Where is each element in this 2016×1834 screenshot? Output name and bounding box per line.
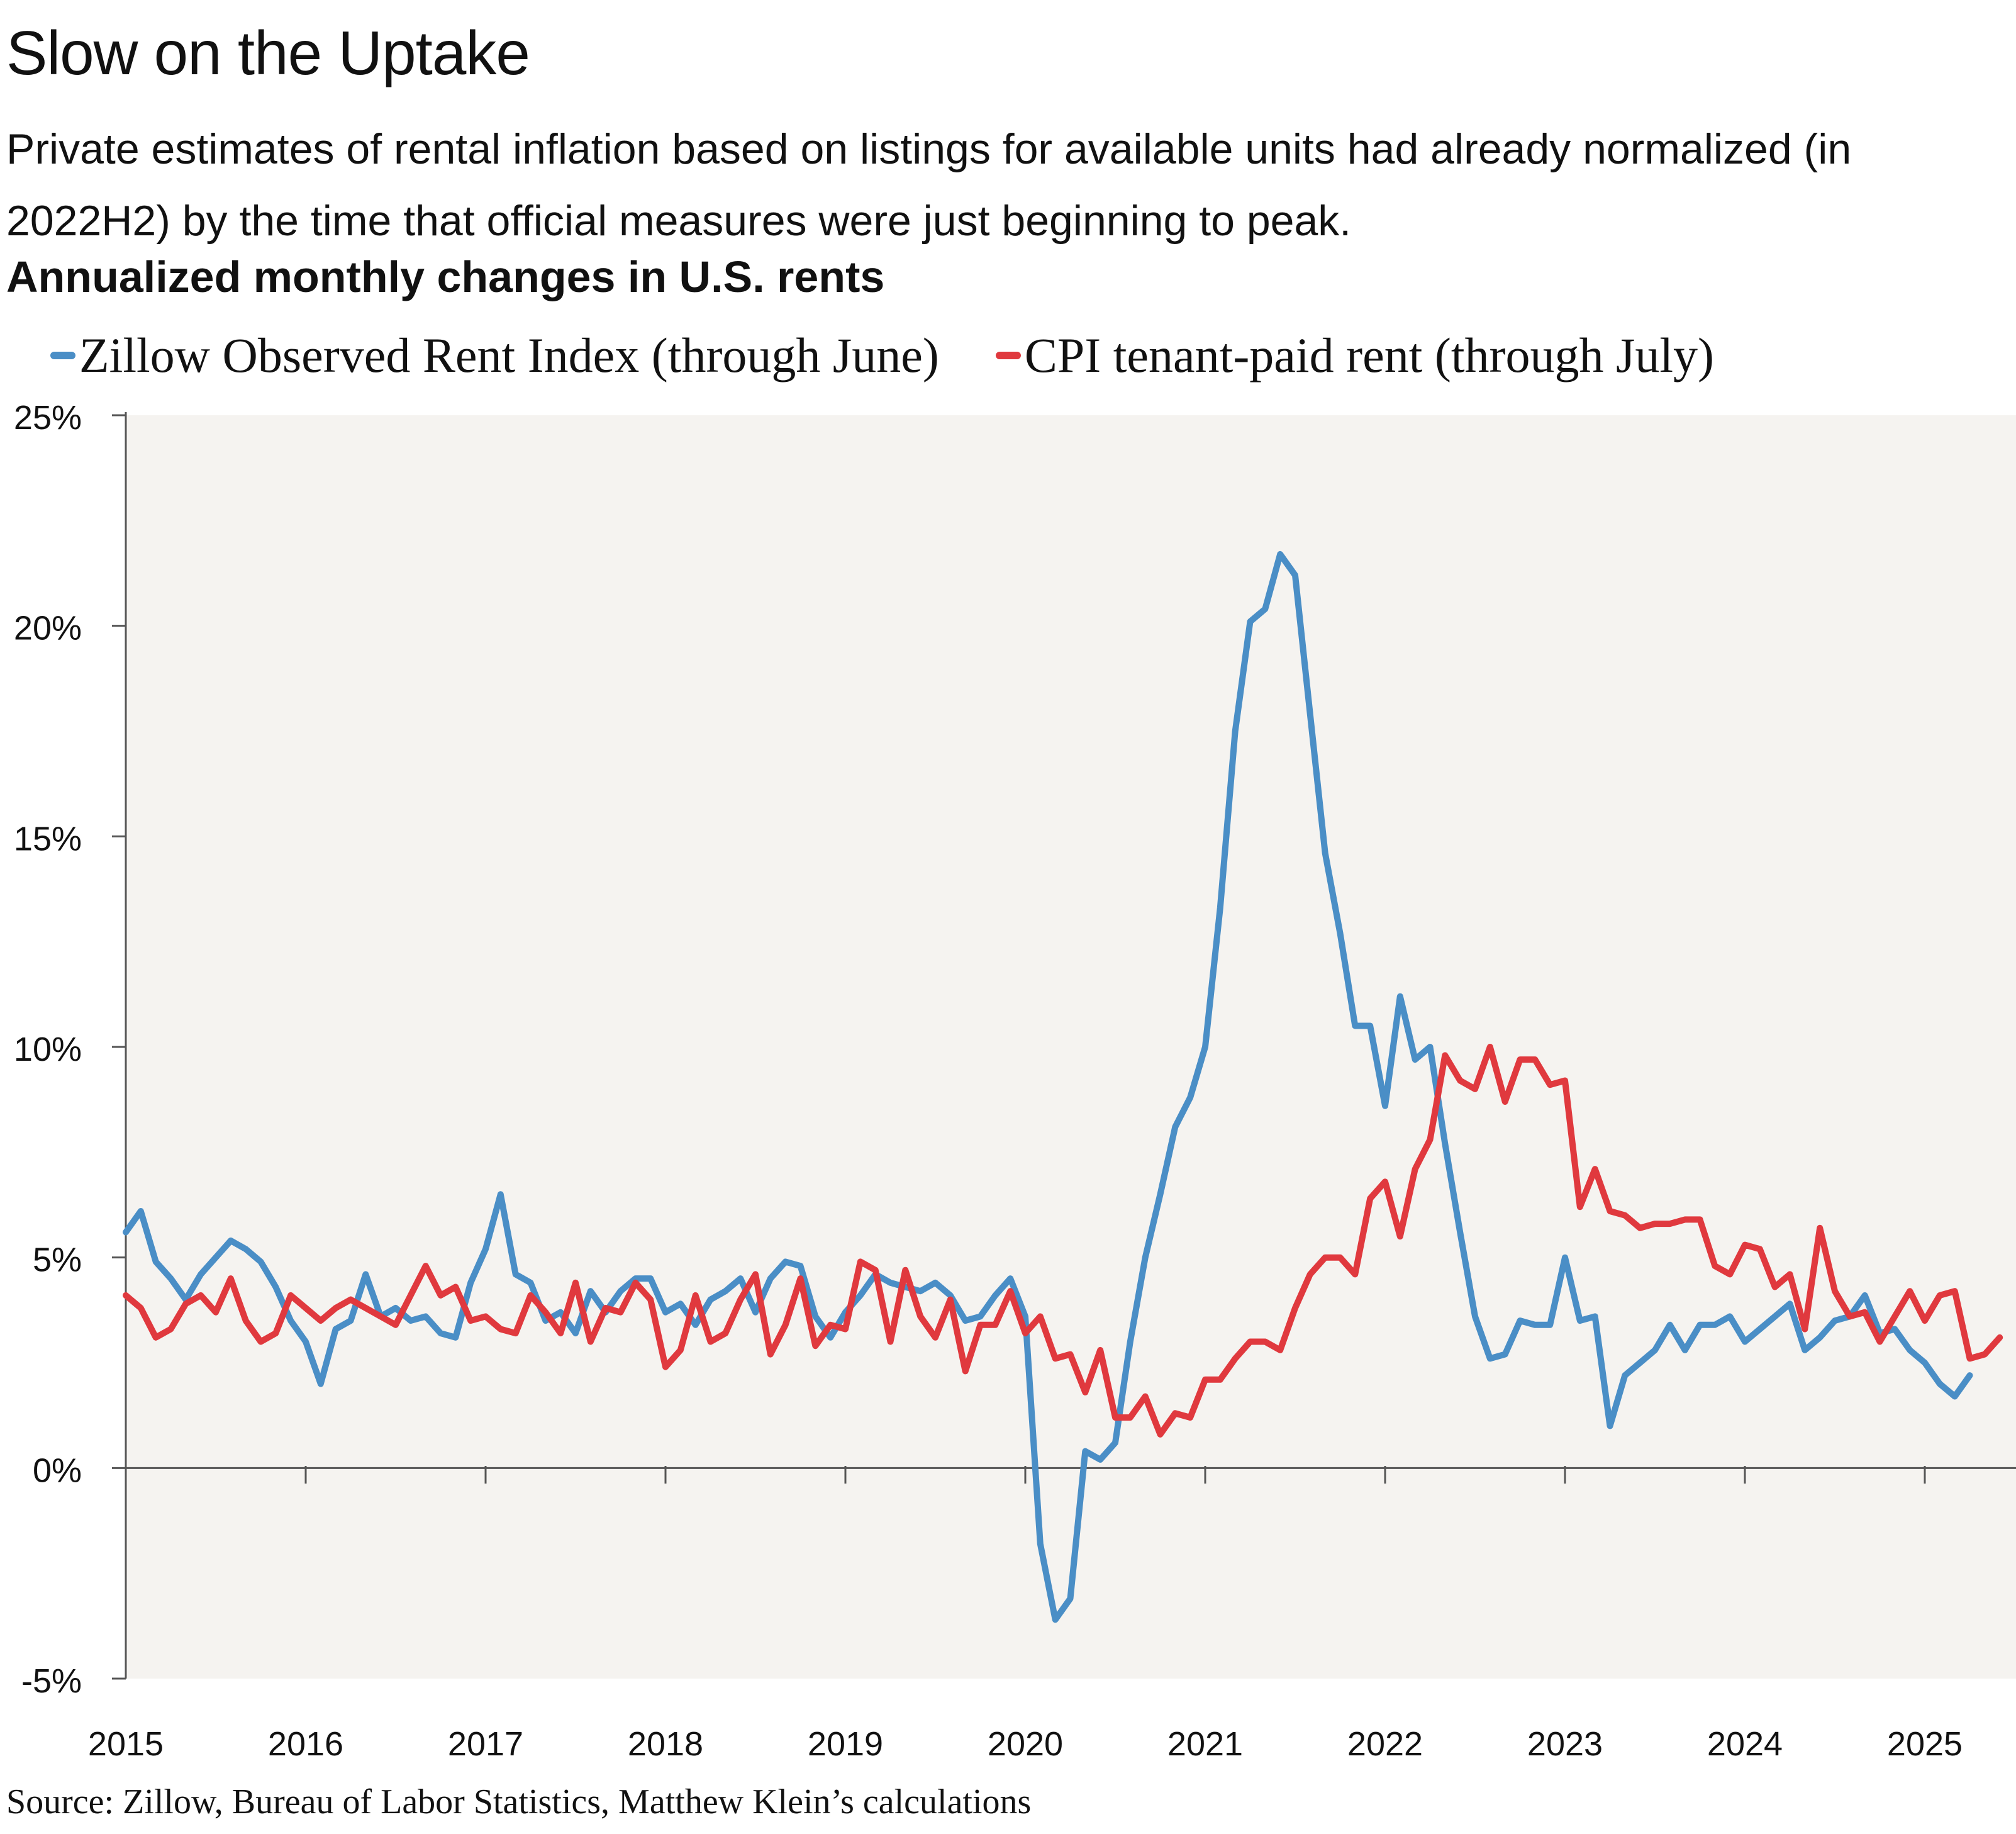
y-tick-label: -5% bbox=[21, 1662, 82, 1700]
legend-label-cpi: CPI tenant-paid rent (through July) bbox=[1024, 328, 1714, 383]
legend-swatch-zillow bbox=[50, 352, 75, 359]
x-tick-label: 2016 bbox=[268, 1725, 343, 1763]
y-tick-label: 15% bbox=[14, 820, 82, 858]
chart-title: Slow on the Uptake bbox=[6, 18, 530, 87]
chart-heading: Annualized monthly changes in U.S. rents bbox=[6, 252, 885, 301]
x-tick-label: 2020 bbox=[988, 1725, 1063, 1763]
x-tick-label: 2015 bbox=[88, 1725, 164, 1763]
legend-swatch-cpi bbox=[995, 352, 1021, 359]
line-chart: -5% 0% 5% 10% 15% 20% 25% 2015 2016 2017 2018 2019 2… bbox=[14, 399, 2016, 1763]
y-tick-label: 5% bbox=[33, 1241, 82, 1279]
x-tick-label: 2018 bbox=[628, 1725, 703, 1763]
series-line-zillow bbox=[123, 551, 1973, 1623]
x-tick-label: 2022 bbox=[1347, 1725, 1423, 1763]
source-note: Source: Zillow, Bureau of Labor Statisti… bbox=[6, 1782, 1032, 1821]
plot-area bbox=[126, 415, 2016, 1679]
x-tick-label: 2017 bbox=[448, 1725, 523, 1763]
legend-label-zillow: Zillow Observed Rent Index (through June… bbox=[79, 328, 939, 383]
x-tick-label: 2025 bbox=[1887, 1725, 1963, 1763]
series-line-cpi bbox=[123, 1044, 2003, 1438]
y-tick-label: 0% bbox=[33, 1451, 82, 1489]
y-tick-label: 20% bbox=[14, 610, 82, 647]
legend-item-cpi: CPI tenant-paid rent (through July) bbox=[995, 327, 1714, 384]
x-tick-label: 2019 bbox=[808, 1725, 883, 1763]
x-tick-label: 2023 bbox=[1527, 1725, 1603, 1763]
x-tick-label: 2021 bbox=[1167, 1725, 1243, 1763]
legend: Zillow Observed Rent Index (through June… bbox=[50, 327, 1771, 384]
x-tick-label: 2024 bbox=[1707, 1725, 1783, 1763]
y-tick-label: 25% bbox=[14, 399, 82, 437]
chart-subtitle: Private estimates of rental inflation ba… bbox=[6, 125, 1852, 245]
y-tick-label: 10% bbox=[14, 1031, 82, 1068]
legend-item-zillow: Zillow Observed Rent Index (through June… bbox=[50, 327, 939, 384]
